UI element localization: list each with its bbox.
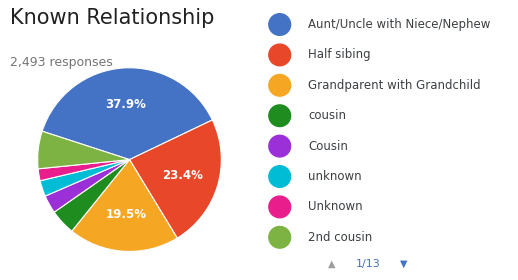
Text: ▼: ▼ — [400, 259, 408, 269]
Wedge shape — [38, 131, 130, 169]
Text: ▲: ▲ — [328, 259, 335, 269]
Circle shape — [269, 74, 291, 96]
Text: Grandparent with Grandchild: Grandparent with Grandchild — [308, 79, 481, 92]
Text: 23.4%: 23.4% — [162, 169, 203, 182]
Text: Known Relationship: Known Relationship — [10, 8, 215, 28]
Circle shape — [269, 166, 291, 187]
Wedge shape — [72, 160, 177, 251]
Text: 19.5%: 19.5% — [105, 208, 147, 221]
Text: 2nd cousin: 2nd cousin — [308, 231, 372, 244]
Circle shape — [269, 44, 291, 66]
Circle shape — [269, 135, 291, 157]
Wedge shape — [42, 68, 212, 160]
Text: Unknown: Unknown — [308, 200, 363, 213]
Circle shape — [269, 105, 291, 127]
Text: cousin: cousin — [308, 109, 346, 122]
Wedge shape — [40, 160, 130, 196]
Wedge shape — [54, 160, 130, 231]
Text: Half sibing: Half sibing — [308, 48, 371, 61]
Wedge shape — [45, 160, 130, 212]
Text: Cousin: Cousin — [308, 140, 348, 153]
Circle shape — [269, 227, 291, 248]
Text: 2,493 responses: 2,493 responses — [10, 56, 113, 69]
Circle shape — [269, 14, 291, 35]
Text: 37.9%: 37.9% — [106, 98, 146, 111]
Text: Aunt/Uncle with Niece/Nephew: Aunt/Uncle with Niece/Nephew — [308, 18, 491, 31]
Wedge shape — [38, 160, 130, 181]
Text: 1/13: 1/13 — [355, 259, 380, 269]
Text: unknown: unknown — [308, 170, 362, 183]
Circle shape — [269, 196, 291, 218]
Wedge shape — [130, 120, 221, 238]
